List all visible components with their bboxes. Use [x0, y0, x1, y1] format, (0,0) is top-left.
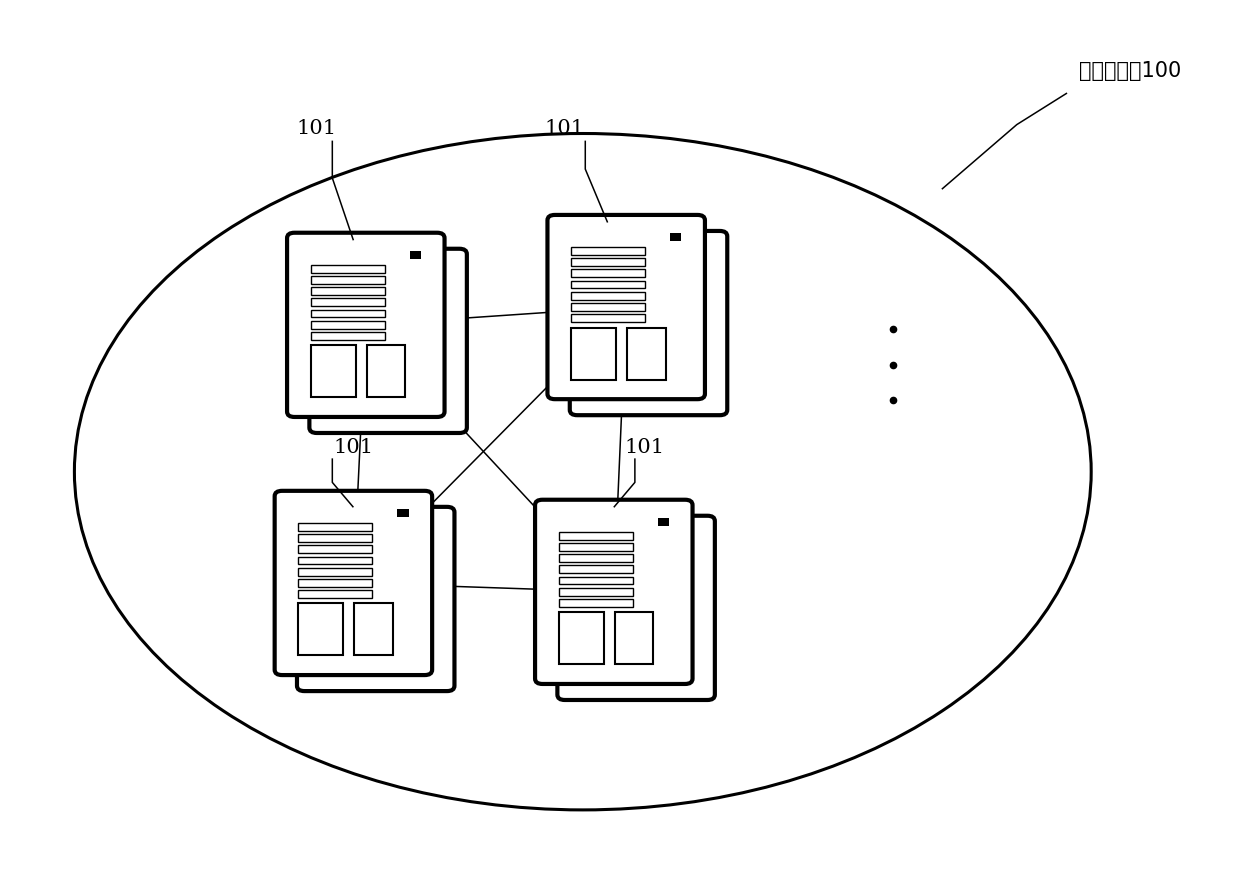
Bar	[558, 531, 632, 539]
Bar	[310, 320, 384, 328]
Bar	[298, 522, 372, 530]
Bar	[310, 332, 384, 340]
Bar	[558, 565, 632, 573]
Bar	[298, 590, 372, 598]
FancyBboxPatch shape	[288, 232, 444, 417]
Bar	[409, 250, 420, 258]
Bar	[310, 264, 384, 272]
Bar	[355, 603, 393, 655]
Bar	[367, 345, 405, 397]
FancyBboxPatch shape	[534, 500, 692, 684]
FancyBboxPatch shape	[296, 507, 454, 691]
Bar	[570, 314, 645, 322]
Bar	[298, 534, 372, 542]
FancyBboxPatch shape	[548, 215, 704, 399]
Text: 101: 101	[544, 119, 584, 138]
Bar	[298, 568, 372, 576]
Bar	[397, 509, 408, 516]
Bar	[570, 280, 645, 288]
Text: 101: 101	[625, 438, 665, 457]
Bar	[558, 554, 632, 562]
Bar	[558, 612, 604, 664]
Bar	[558, 587, 632, 595]
Bar	[570, 270, 645, 278]
Text: 101: 101	[334, 438, 373, 457]
Bar	[310, 310, 384, 318]
Bar	[657, 518, 668, 525]
Bar	[558, 543, 632, 551]
Bar	[298, 578, 372, 587]
Bar	[570, 292, 645, 300]
Bar	[570, 258, 645, 266]
Bar	[298, 603, 343, 655]
Bar	[615, 612, 653, 664]
Bar	[298, 546, 372, 553]
Bar	[670, 232, 682, 240]
Bar	[310, 345, 356, 397]
FancyBboxPatch shape	[569, 231, 727, 415]
Bar	[570, 247, 645, 255]
Bar	[310, 287, 384, 295]
Bar	[310, 276, 384, 284]
Text: 区块链系统100: 区块链系统100	[1079, 61, 1180, 81]
FancyBboxPatch shape	[558, 515, 714, 700]
FancyBboxPatch shape	[310, 249, 466, 433]
Bar	[570, 328, 616, 379]
Text: 101: 101	[296, 119, 336, 138]
FancyBboxPatch shape	[274, 490, 432, 675]
Bar	[558, 577, 632, 585]
Bar	[310, 298, 384, 306]
Bar	[298, 556, 372, 564]
Bar	[558, 599, 632, 607]
Bar	[570, 303, 645, 311]
Bar	[627, 328, 666, 379]
